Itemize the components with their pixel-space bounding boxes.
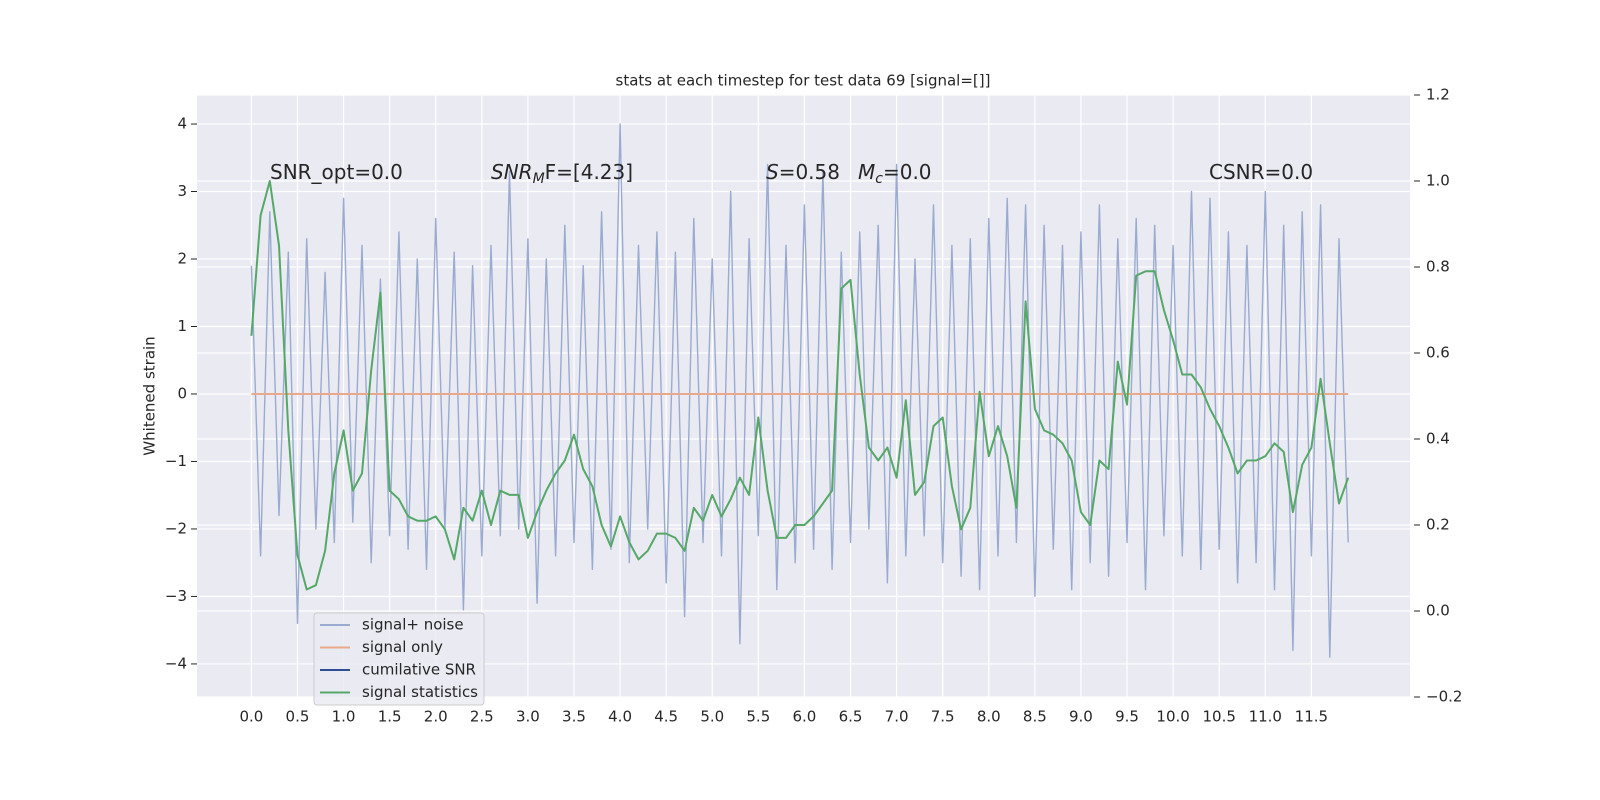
- x-tick-label: 0.0: [239, 708, 263, 726]
- y-tick-label: 0: [177, 384, 187, 402]
- y2-tick-label: 1.2: [1426, 86, 1450, 104]
- y2-tick-label: 0.8: [1426, 258, 1450, 276]
- x-tick-label: 8.0: [977, 708, 1001, 726]
- x-tick-label: 3.5: [562, 708, 586, 726]
- legend-label: cumilative SNR: [362, 661, 476, 679]
- annotation: CSNR=0.0: [1209, 160, 1313, 184]
- legend-label: signal+ noise: [362, 616, 464, 634]
- y-axis-label: Whitened strain: [141, 336, 159, 455]
- x-tick-label: 1.0: [332, 708, 356, 726]
- y2-tick-label: 0.0: [1426, 602, 1450, 620]
- annotation: SNRMF=[4.23]: [491, 160, 633, 188]
- annotation-italic: M: [858, 160, 875, 184]
- x-tick-label: 7.5: [931, 708, 955, 726]
- y-tick-label: 2: [177, 249, 187, 267]
- x-tick-label: 9.0: [1069, 708, 1093, 726]
- legend-box: [313, 612, 485, 706]
- annotation: Mc=0.0: [858, 160, 932, 188]
- x-tick-label: 5.0: [700, 708, 724, 726]
- annotation-italic: S: [766, 160, 779, 184]
- annotation: S=0.58: [766, 160, 840, 184]
- x-tick-label: 1.5: [378, 708, 402, 726]
- y2-tick-label: 1.0: [1426, 172, 1450, 190]
- legend-label: signal statistics: [362, 683, 478, 701]
- y2-tick-label: 0.2: [1426, 516, 1450, 534]
- y-tick-label: −3: [165, 587, 187, 605]
- annotation-text: SNR_opt=0.0: [270, 160, 403, 184]
- annotation-italic: SNR: [491, 160, 533, 184]
- legend-label: signal only: [362, 638, 443, 656]
- x-tick-label: 10.0: [1156, 708, 1189, 726]
- x-tick-label: 5.5: [746, 708, 770, 726]
- series-line: [250, 180, 1350, 591]
- x-tick-label: 6.0: [792, 708, 816, 726]
- series-line: [250, 123, 1349, 658]
- annotation-text: F=[4.23]: [545, 160, 633, 184]
- plot-area: [197, 95, 1410, 697]
- y-tick-label: 4: [177, 115, 187, 133]
- x-tick-label: 4.0: [608, 708, 632, 726]
- y-tick-label: −4: [165, 654, 187, 672]
- x-tick-label: 4.5: [654, 708, 678, 726]
- x-tick-label: 3.0: [516, 708, 540, 726]
- y-tick-label: 3: [177, 182, 187, 200]
- y-tick-label: −1: [165, 452, 187, 470]
- x-tick-label: 2.5: [470, 708, 494, 726]
- x-tick-label: 7.0: [885, 708, 909, 726]
- x-tick-label: 6.5: [839, 708, 863, 726]
- y2-tick-label: 0.6: [1426, 344, 1450, 362]
- x-tick-label: 2.0: [424, 708, 448, 726]
- x-tick-label: 11.5: [1295, 708, 1328, 726]
- annotation-sub: c: [875, 171, 883, 187]
- x-tick-label: 0.5: [286, 708, 310, 726]
- annotation-text: =0.0: [883, 160, 932, 184]
- x-tick-label: 10.5: [1202, 708, 1235, 726]
- x-tick-label: 9.5: [1115, 708, 1139, 726]
- y2-tick-label: −0.2: [1426, 688, 1462, 706]
- annotation-text: CSNR=0.0: [1209, 160, 1313, 184]
- x-tick-label: 11.0: [1249, 708, 1282, 726]
- y-tick-label: 1: [177, 317, 187, 335]
- chart-title: stats at each timestep for test data 69 …: [616, 72, 991, 90]
- y2-tick-label: 0.4: [1426, 430, 1450, 448]
- annotation-sub: M: [533, 171, 545, 187]
- annotation: SNR_opt=0.0: [270, 160, 403, 184]
- x-tick-label: 8.5: [1023, 708, 1047, 726]
- annotation-text: =0.58: [779, 160, 840, 184]
- y-tick-label: −2: [165, 519, 187, 537]
